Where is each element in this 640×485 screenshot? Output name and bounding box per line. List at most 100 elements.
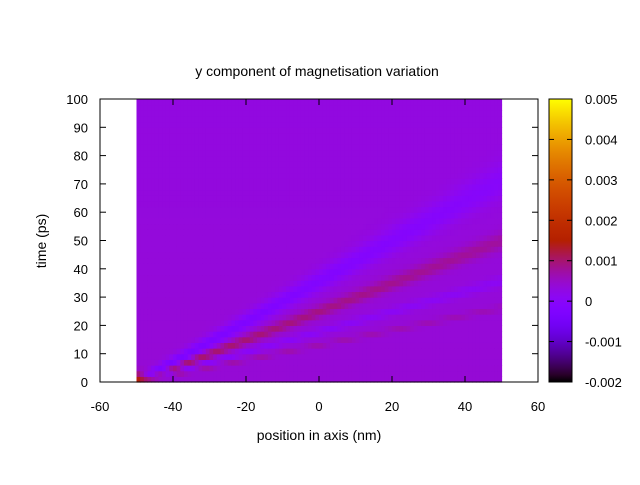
heatmap-cell xyxy=(366,149,371,157)
heatmap-cell xyxy=(289,370,295,377)
heatmap-cell xyxy=(209,246,214,253)
heatmap-cell xyxy=(209,229,214,236)
heatmap-cell xyxy=(235,314,240,321)
heatmap-cell xyxy=(319,297,324,304)
heatmap-cell xyxy=(454,285,459,293)
heatmap-cell xyxy=(435,99,441,106)
heatmap-cell xyxy=(183,348,189,355)
heatmap-cell xyxy=(432,342,437,349)
heatmap-cell xyxy=(271,161,276,168)
heatmap-cell xyxy=(220,155,225,162)
heatmap-cell xyxy=(176,274,181,281)
heatmap-cell xyxy=(246,149,251,157)
heatmap-cell xyxy=(381,353,386,360)
heatmap-cell xyxy=(191,353,196,360)
heatmap-cell xyxy=(165,115,170,123)
heatmap-cell xyxy=(308,348,313,355)
heatmap-cell xyxy=(443,246,448,253)
heatmap-cell xyxy=(289,331,295,338)
heatmap-cell xyxy=(183,353,189,360)
heatmap-cell xyxy=(260,178,265,185)
heatmap-cell xyxy=(275,166,280,174)
heatmap-cell xyxy=(348,319,353,326)
heatmap-cell xyxy=(435,246,441,253)
heatmap-cell xyxy=(202,336,207,343)
heatmap-cell xyxy=(216,121,222,128)
heatmap-cell xyxy=(377,104,382,111)
heatmap-cell xyxy=(410,240,415,247)
heatmap-cell xyxy=(271,155,276,162)
heatmap-cell xyxy=(165,359,170,366)
heatmap-cell xyxy=(275,325,280,332)
heatmap-cell xyxy=(264,206,269,213)
heatmap-cell xyxy=(465,223,470,230)
heatmap-cell xyxy=(424,319,430,326)
heatmap-cell xyxy=(337,331,342,338)
heatmap-cell xyxy=(395,319,400,326)
heatmap-cell xyxy=(454,331,459,338)
heatmap-cell xyxy=(242,229,247,236)
heatmap-cell xyxy=(198,240,203,247)
heatmap-cell xyxy=(224,144,229,151)
heatmap-cell xyxy=(340,240,346,247)
heatmap-cell xyxy=(421,257,426,264)
heatmap-cell xyxy=(151,144,156,151)
heatmap-cell xyxy=(162,200,167,208)
heatmap-cell xyxy=(151,189,156,196)
heatmap-cell xyxy=(439,234,444,242)
heatmap-cell xyxy=(362,285,368,293)
heatmap-cell xyxy=(227,319,232,326)
heatmap-cell xyxy=(315,115,320,123)
heatmap-cell xyxy=(231,121,236,128)
heatmap-cell xyxy=(169,325,174,332)
heatmap-cell xyxy=(293,274,298,281)
heatmap-cell xyxy=(348,376,353,383)
heatmap-cell xyxy=(202,308,207,315)
heatmap-cell xyxy=(439,370,444,377)
heatmap-cell xyxy=(278,115,284,123)
heatmap-cell xyxy=(176,132,181,140)
heatmap-cell xyxy=(169,319,174,326)
heatmap-cell xyxy=(267,319,273,326)
heatmap-cell xyxy=(235,212,240,219)
heatmap-cell xyxy=(253,166,258,174)
heatmap-cell xyxy=(457,234,462,242)
heatmap-cell xyxy=(340,189,346,196)
heatmap-cell xyxy=(329,161,335,168)
heatmap-cell xyxy=(355,353,360,360)
heatmap-cell xyxy=(300,353,305,360)
heatmap-cell xyxy=(454,274,459,281)
heatmap-cell xyxy=(468,234,473,242)
heatmap-cell xyxy=(136,353,141,360)
heatmap-cell xyxy=(205,161,211,168)
heatmap-cell xyxy=(300,291,305,298)
heatmap-cell xyxy=(220,206,225,213)
heatmap-cell xyxy=(227,280,232,287)
heatmap-cell xyxy=(377,172,382,179)
heatmap-cell xyxy=(410,268,415,276)
heatmap-cell xyxy=(432,274,437,281)
heatmap-cell xyxy=(381,229,386,236)
heatmap-cell xyxy=(311,291,316,298)
heatmap-cell xyxy=(205,297,211,304)
heatmap-cell xyxy=(147,263,152,270)
heatmap-cell xyxy=(147,234,152,242)
heatmap-cell xyxy=(136,206,141,213)
heatmap-cell xyxy=(315,331,320,338)
heatmap-cell xyxy=(417,325,422,332)
heatmap-cell xyxy=(278,200,284,208)
heatmap-cell xyxy=(205,365,211,372)
heatmap-cell xyxy=(486,161,492,168)
heatmap-cell xyxy=(260,353,265,360)
heatmap-cell xyxy=(151,229,156,236)
heatmap-cell xyxy=(479,155,484,162)
heatmap-cell xyxy=(209,149,214,157)
heatmap-cell xyxy=(381,217,386,225)
heatmap-cell xyxy=(428,314,433,321)
heatmap-cell xyxy=(213,274,218,281)
heatmap-cell xyxy=(315,342,320,349)
heatmap-cell xyxy=(154,121,159,128)
heatmap-cell xyxy=(446,348,451,355)
heatmap-cell xyxy=(238,104,243,111)
heatmap-cell xyxy=(490,104,495,111)
